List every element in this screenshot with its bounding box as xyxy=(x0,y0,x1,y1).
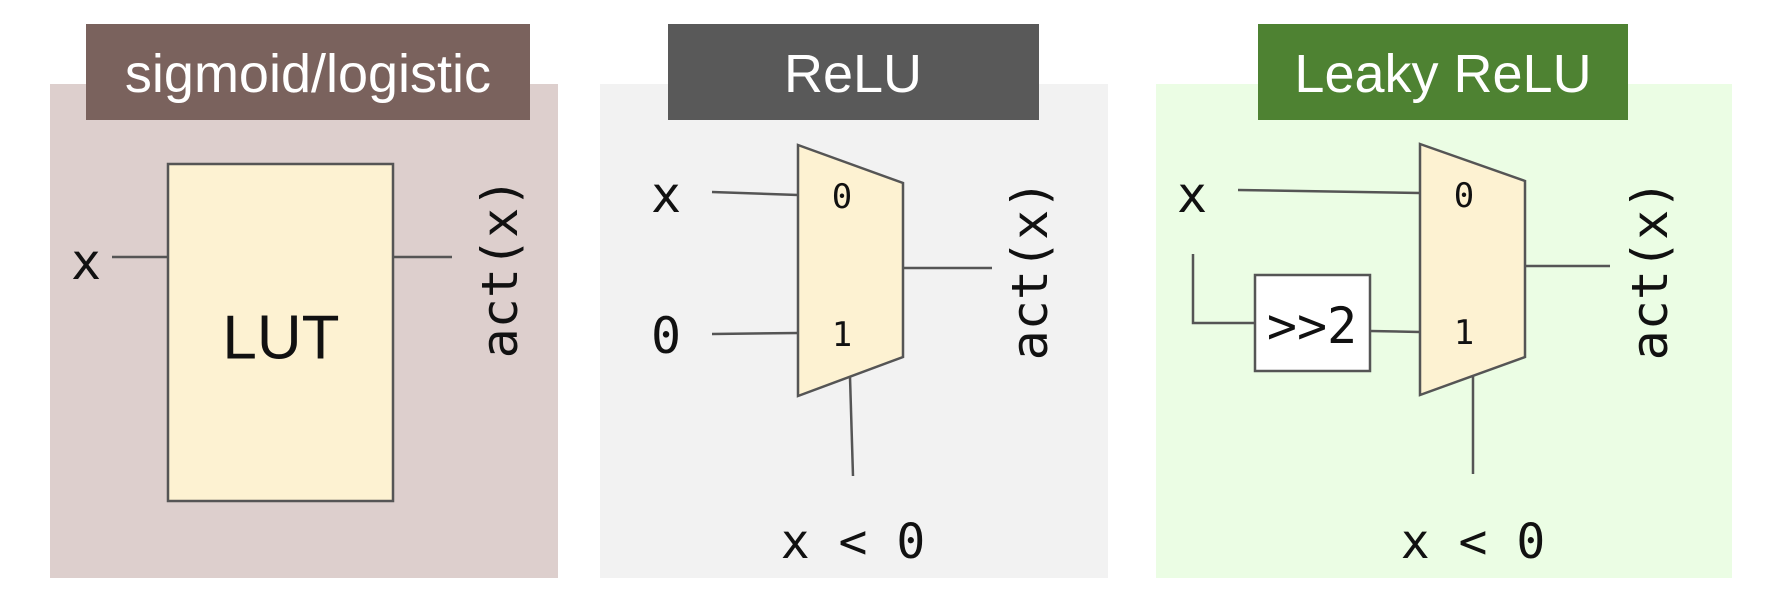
panel-leaky-title: Leaky ReLU xyxy=(1294,44,1591,104)
shift-block-label: >>2 xyxy=(1267,297,1357,355)
sigmoid-input-label: x xyxy=(71,233,101,291)
leaky-input-wire-branch xyxy=(1191,254,1255,325)
relu-input-x-wire xyxy=(711,190,799,197)
panel-leaky-title-bar xyxy=(1258,24,1628,120)
lut-block xyxy=(166,162,395,503)
sigmoid-output-label: act(x) xyxy=(471,178,529,359)
relu-input-zero-label: 0 xyxy=(651,307,681,365)
shift-to-mux-wire xyxy=(1369,329,1421,334)
leaky-select-label: x < 0 xyxy=(1401,514,1546,570)
relu-mux-input-1: 1 xyxy=(832,315,852,355)
relu-select-wire xyxy=(848,376,855,477)
panel-sigmoid-title-bar xyxy=(86,24,530,120)
relu-input-zero-wire xyxy=(711,331,799,336)
panel-sigmoid: sigmoid/logistic x LUT act(x) xyxy=(50,24,558,578)
shift-block xyxy=(1253,273,1372,373)
leaky-input-wire-top xyxy=(1237,188,1421,195)
panel-leaky-relu: Leaky ReLU x >>2 0 1 act(x) x < 0 xyxy=(1156,24,1732,578)
leaky-output-label: act(x) xyxy=(1621,180,1679,361)
leaky-mux xyxy=(1418,142,1527,397)
panel-sigmoid-title: sigmoid/logistic xyxy=(125,44,491,104)
relu-select-label: x < 0 xyxy=(781,514,926,570)
panel-relu-title: ReLU xyxy=(784,44,922,104)
leaky-input-label: x xyxy=(1177,166,1207,224)
leaky-mux-input-1: 1 xyxy=(1454,313,1474,353)
relu-input-x-label: x xyxy=(651,166,681,224)
panel-relu-title-bar xyxy=(668,24,1039,120)
relu-mux-input-0: 0 xyxy=(832,177,852,217)
leaky-mux-input-0: 0 xyxy=(1454,176,1474,216)
relu-output-label: act(x) xyxy=(1001,180,1059,361)
relu-mux xyxy=(796,143,905,398)
panel-relu: ReLU x 0 0 1 act(x) x < 0 xyxy=(600,24,1108,578)
lut-block-label: LUT xyxy=(222,304,339,373)
